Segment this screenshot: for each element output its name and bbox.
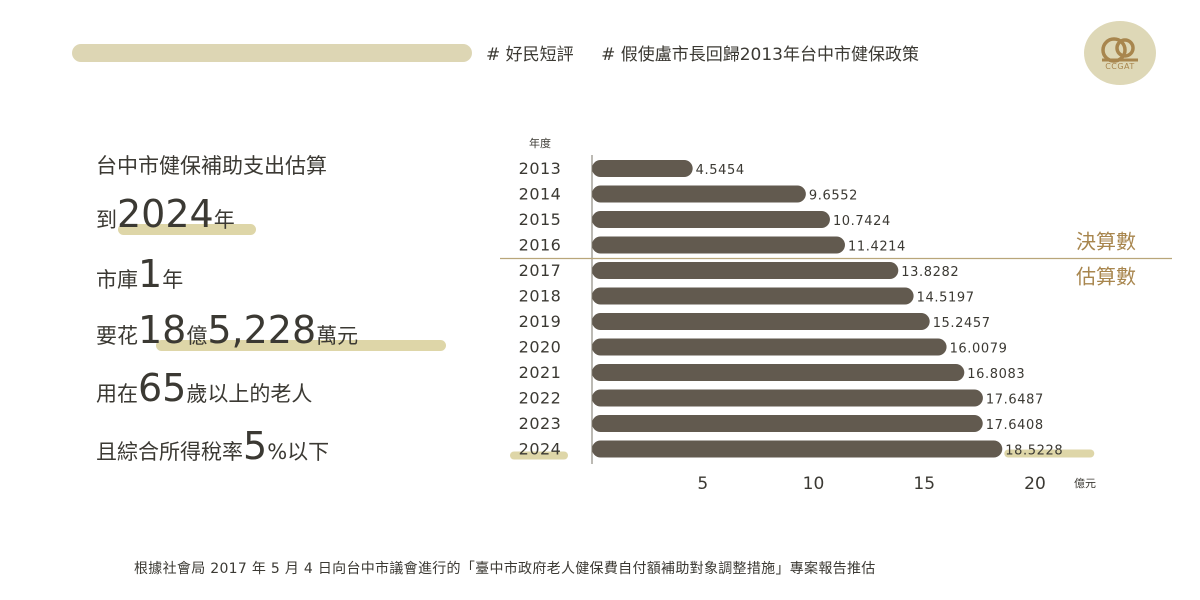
bar bbox=[592, 364, 965, 381]
amount-wan: 5,228 bbox=[207, 308, 317, 352]
annotation-actual: 決算數 bbox=[1076, 230, 1136, 254]
bar bbox=[592, 287, 914, 305]
category-label: 2024 bbox=[519, 440, 562, 459]
value-label: 10.7424 bbox=[833, 214, 891, 229]
x-tick-label: 5 bbox=[697, 474, 708, 494]
bar bbox=[592, 262, 899, 279]
highlight bbox=[156, 340, 446, 351]
hashtag-2[interactable]: # 假使盧市長回歸2013年台中市健保政策 bbox=[601, 45, 919, 65]
value-label: 18.5228 bbox=[1005, 444, 1063, 459]
line-2-suffix: 年 bbox=[213, 208, 235, 232]
bar bbox=[592, 236, 845, 254]
tax-rate-value: 5 bbox=[243, 424, 268, 468]
summary-line-4: 要花18億5,228萬元 bbox=[96, 308, 446, 352]
value-label: 15.2457 bbox=[933, 316, 991, 331]
line-3-suffix: 年 bbox=[162, 268, 184, 292]
category-label: 2020 bbox=[519, 338, 562, 357]
value-label: 4.5454 bbox=[696, 163, 745, 178]
hashtags: # 好民短評 # 假使盧市長回歸2013年台中市健保政策 bbox=[486, 40, 941, 65]
x-tick-label: 15 bbox=[913, 474, 935, 494]
bar bbox=[592, 338, 947, 356]
category-label: 2021 bbox=[519, 363, 562, 382]
x-tick-label: 10 bbox=[803, 474, 825, 494]
category-label: 2013 bbox=[519, 159, 562, 178]
logo: CCGAT bbox=[1084, 21, 1156, 85]
bar bbox=[592, 185, 806, 203]
value-label: 16.8083 bbox=[967, 367, 1025, 382]
bar bbox=[592, 160, 693, 177]
highlight bbox=[1004, 449, 1095, 458]
bar bbox=[592, 389, 983, 407]
category-label: 2023 bbox=[519, 414, 562, 433]
line-4-prefix: 要花 bbox=[96, 324, 138, 348]
summary-line-5: 用在65歲以上的老人 bbox=[96, 366, 312, 410]
line-5-prefix: 用在 bbox=[96, 382, 138, 406]
value-label: 11.4214 bbox=[848, 240, 906, 255]
value-label: 13.8282 bbox=[901, 265, 959, 280]
summary-line-6: 且綜合所得稅率5%以下 bbox=[96, 424, 329, 468]
bar bbox=[592, 313, 930, 330]
highlight bbox=[510, 451, 568, 460]
x-tick-label: 20 bbox=[1024, 474, 1046, 494]
value-label: 17.6408 bbox=[986, 418, 1044, 433]
header-decor-bar bbox=[72, 44, 472, 62]
bar bbox=[592, 440, 1003, 458]
value-label: 14.5197 bbox=[917, 291, 975, 306]
summary-title: 台中市健保補助支出估算 bbox=[96, 154, 327, 178]
annotation-estimated: 估算數 bbox=[1076, 265, 1136, 289]
year-value: 2024 bbox=[117, 192, 214, 236]
summary-line-1: 台中市健保補助支出估算 bbox=[96, 150, 327, 180]
value-label: 9.6552 bbox=[809, 189, 858, 204]
age-value: 65 bbox=[138, 366, 187, 410]
footnote: 根據社會局 2017 年 5 月 4 日向台中市議會進行的「臺中市政府老人健保費… bbox=[134, 561, 876, 577]
line-6-prefix: 且綜合所得稅率 bbox=[96, 440, 243, 464]
hashtag-1[interactable]: # 好民短評 bbox=[486, 45, 574, 65]
category-label: 2017 bbox=[519, 261, 562, 280]
y-axis-title: 年度 bbox=[529, 136, 551, 150]
line-6-suffix: %以下 bbox=[267, 440, 330, 464]
logo-text: CCGAT bbox=[1105, 62, 1135, 71]
category-label: 2015 bbox=[519, 210, 562, 229]
line-4-suffix: 萬元 bbox=[316, 324, 359, 348]
category-label: 2014 bbox=[519, 185, 562, 204]
x-axis-unit: 億元 bbox=[1074, 477, 1096, 490]
line-2-prefix: 到 bbox=[96, 208, 117, 232]
one-value: 1 bbox=[138, 252, 163, 296]
summary-line-3: 市庫1年 bbox=[96, 252, 183, 296]
logo-icon bbox=[1101, 37, 1138, 63]
line-4-mid: 億 bbox=[186, 324, 208, 348]
value-label: 16.0079 bbox=[950, 342, 1008, 357]
highlight bbox=[118, 224, 256, 235]
category-label: 2022 bbox=[519, 389, 562, 408]
value-label: 17.6487 bbox=[986, 393, 1044, 408]
category-label: 2019 bbox=[519, 312, 562, 331]
line-5-suffix: 歲以上的老人 bbox=[186, 382, 313, 406]
category-label: 2018 bbox=[519, 287, 562, 306]
summary-line-2: 到2024年 bbox=[96, 192, 256, 236]
bar bbox=[592, 415, 983, 432]
category-label: 2016 bbox=[519, 236, 562, 255]
line-3-prefix: 市庫 bbox=[96, 268, 138, 292]
bar bbox=[592, 211, 830, 228]
amount-yi: 18 bbox=[138, 308, 187, 352]
